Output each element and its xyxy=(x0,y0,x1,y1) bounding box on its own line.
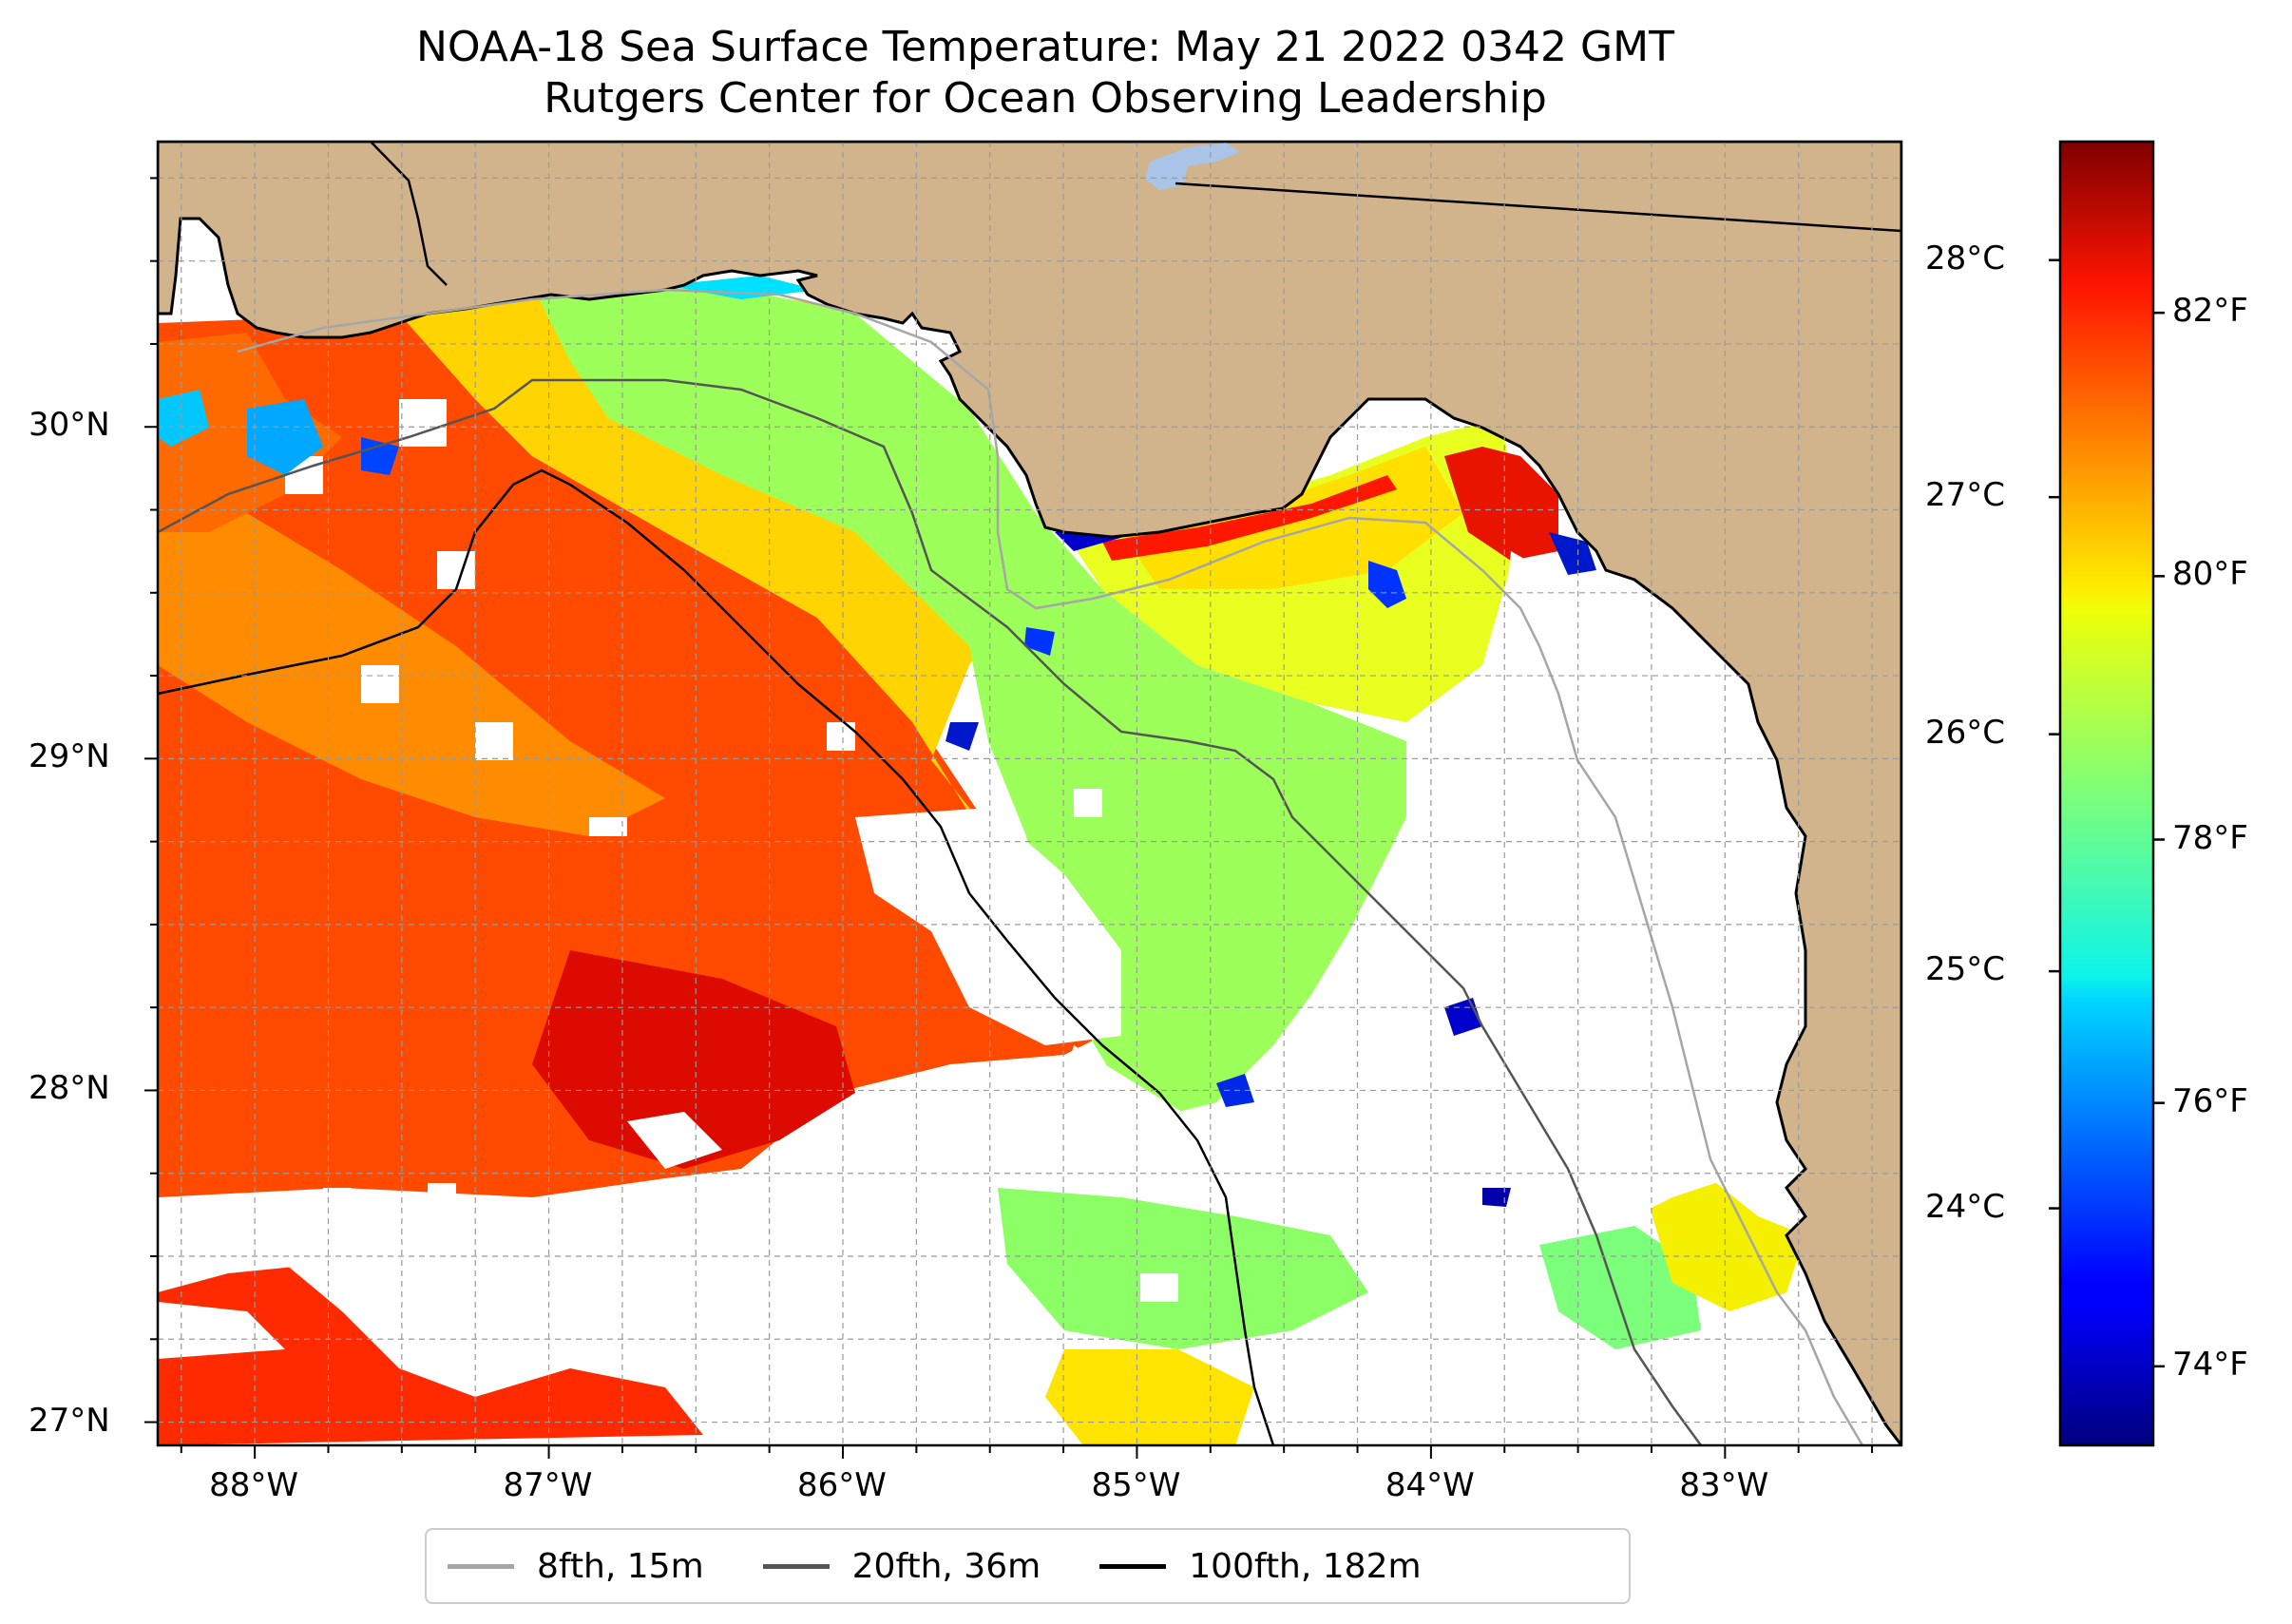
legend-item-8fth: 8fth, 15m xyxy=(448,1547,704,1586)
state-boundary xyxy=(1175,182,1901,233)
lon-tick-label: 84°W xyxy=(1385,1466,1475,1504)
legend-swatch-20fth xyxy=(762,1563,830,1569)
sst-orange-mid xyxy=(158,513,665,836)
isobath-legend: 8fth, 15m 20fth, 36m 100fth, 182m xyxy=(425,1528,1631,1604)
colorbar-label-fahrenheit: 80°F xyxy=(2172,555,2248,594)
sst-south-green xyxy=(998,1188,1368,1349)
no-data-patches xyxy=(158,399,1843,1445)
isobath-20fth xyxy=(158,378,1703,1445)
sst-coastal-red xyxy=(1102,475,1397,561)
colorbar-label-celsius: 27°C xyxy=(1925,476,2006,515)
colorbar-label-fahrenheit: 82°F xyxy=(2172,292,2248,331)
lat-tick-label: 29°N xyxy=(29,737,110,776)
map-frame xyxy=(156,140,1903,1447)
lat-tick-label: 27°N xyxy=(29,1401,110,1440)
isobath-100fth xyxy=(158,468,1275,1445)
sst-south-yellow xyxy=(1045,1349,1254,1445)
legend-label-100fth: 100fth, 182m xyxy=(1189,1546,1422,1586)
colorbar-label-celsius: 24°C xyxy=(1925,1187,2006,1226)
colorbar-label-fahrenheit: 74°F xyxy=(2172,1345,2248,1384)
lon-tick-label: 85°W xyxy=(1091,1466,1181,1504)
axis-ticks xyxy=(144,177,1874,1459)
colorbar-label-celsius: 28°C xyxy=(1925,239,2006,277)
chart-subtitle: Rutgers Center for Ocean Observing Leade… xyxy=(544,74,1547,123)
lon-tick-label: 83°W xyxy=(1679,1466,1769,1504)
lat-tick-label: 28°N xyxy=(29,1069,110,1108)
legend-label-20fth: 20fth, 36m xyxy=(851,1546,1041,1586)
sst-red-apalachee xyxy=(1444,447,1558,561)
chart-title: NOAA-18 Sea Surface Temperature: May 21 … xyxy=(416,23,1674,71)
colorbar xyxy=(2058,140,2155,1447)
legend-item-100fth: 100fth, 182m xyxy=(1099,1546,1422,1586)
lake xyxy=(1145,143,1240,190)
gridlines xyxy=(158,142,1901,1445)
isobaths xyxy=(158,288,1864,1445)
legend-swatch-8fth xyxy=(448,1563,514,1569)
legend-label-8fth: 8fth, 15m xyxy=(537,1546,704,1586)
sst-green-shelf xyxy=(532,285,1406,1121)
lon-tick-label: 88°W xyxy=(209,1466,298,1504)
sst-field xyxy=(158,276,1805,1445)
colorbar-ticks xyxy=(2049,258,2165,1368)
colorbar-label-fahrenheit: 76°F xyxy=(2172,1081,2248,1120)
legend-swatch-100fth xyxy=(1099,1563,1167,1569)
legend-item-20fth: 20fth, 36m xyxy=(762,1546,1041,1586)
cold-patches xyxy=(158,276,1596,1207)
colorbar-label-celsius: 25°C xyxy=(1925,950,2006,989)
colorbar-label-celsius: 26°C xyxy=(1925,713,2006,752)
lon-tick-label: 87°W xyxy=(503,1466,593,1504)
sst-warm-south xyxy=(158,1264,703,1445)
lon-tick-label: 86°W xyxy=(797,1466,887,1504)
sst-core-hot xyxy=(532,950,855,1169)
state-boundary-west xyxy=(370,142,448,286)
isobath-8fth xyxy=(237,288,1864,1445)
colorbar-label-fahrenheit: 78°F xyxy=(2172,818,2248,857)
lat-tick-label: 30°N xyxy=(29,406,110,445)
